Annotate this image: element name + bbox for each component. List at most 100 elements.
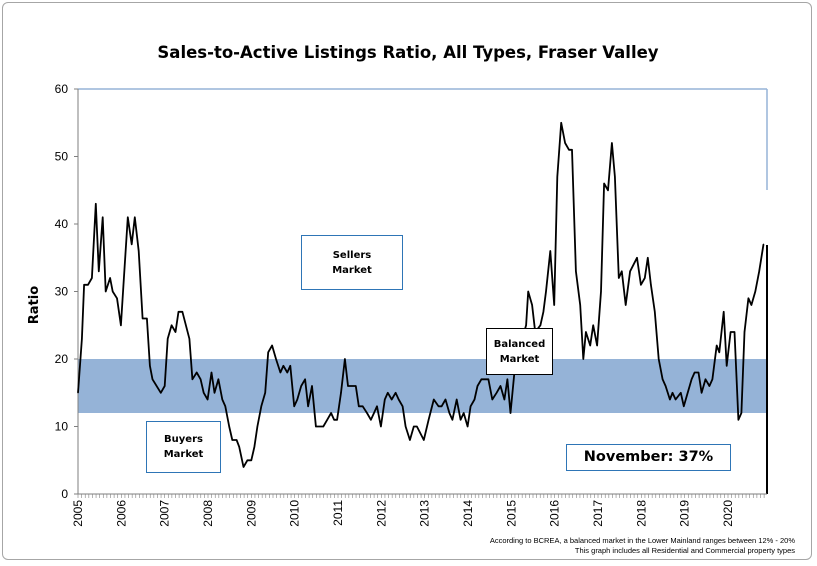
data-point <box>527 290 529 293</box>
x-tick-label: 2019 <box>678 500 692 527</box>
data-point <box>149 365 151 367</box>
data-point <box>253 446 255 448</box>
data-point <box>582 358 584 360</box>
data-point <box>112 290 114 293</box>
data-point <box>509 412 512 414</box>
data-point <box>549 250 551 252</box>
data-point <box>480 378 483 380</box>
data-point <box>491 398 493 401</box>
x-tick-label: 2007 <box>158 500 172 527</box>
data-point <box>592 324 594 326</box>
data-point <box>83 284 85 286</box>
data-point <box>160 392 162 394</box>
data-point <box>463 412 465 414</box>
data-point <box>304 378 306 380</box>
x-tick-label: 2011 <box>331 500 345 526</box>
footnote-bcrea: According to BCREA, a balanced market in… <box>489 536 795 545</box>
data-point <box>733 331 736 333</box>
data-point <box>307 405 309 407</box>
data-point <box>650 284 652 286</box>
data-point <box>358 405 360 407</box>
data-point <box>196 371 198 374</box>
data-point <box>704 378 707 380</box>
data-point <box>711 378 714 380</box>
data-point <box>687 392 689 394</box>
x-tick-label: 2013 <box>418 500 432 527</box>
balanced-band <box>78 359 767 413</box>
x-tick-label: 2012 <box>374 500 388 527</box>
data-point <box>293 405 295 407</box>
data-point <box>700 392 703 394</box>
data-point <box>560 122 562 124</box>
data-point <box>553 304 555 306</box>
data-point <box>487 378 489 380</box>
data-point <box>206 398 209 401</box>
data-point <box>607 189 609 191</box>
data-point <box>456 398 458 401</box>
data-point <box>636 257 638 259</box>
data-point <box>600 290 602 293</box>
data-point <box>238 446 240 448</box>
data-point <box>391 398 393 401</box>
data-point <box>95 203 97 205</box>
x-tick-label: 2020 <box>721 500 735 527</box>
data-point <box>451 419 453 421</box>
data-point <box>697 371 700 374</box>
data-point <box>545 290 547 293</box>
data-point <box>146 317 148 320</box>
data-point <box>737 419 740 421</box>
data-point <box>177 311 180 313</box>
current-value-callout: November: 37% <box>566 444 731 471</box>
data-point <box>440 405 443 407</box>
data-point <box>575 270 577 272</box>
y-axis-label: Ratio <box>27 286 42 324</box>
y-tick-label: 30 <box>55 285 69 299</box>
data-point <box>279 371 281 374</box>
data-point <box>271 344 273 347</box>
data-point <box>120 324 122 326</box>
data-point <box>171 324 173 326</box>
data-point <box>571 149 573 151</box>
data-point <box>264 392 266 394</box>
data-point <box>747 297 749 299</box>
data-point <box>296 398 298 401</box>
data-point <box>470 405 472 407</box>
data-point <box>127 216 129 218</box>
balanced-line2: Market <box>499 353 540 365</box>
data-point <box>694 371 696 374</box>
data-point <box>750 304 753 306</box>
x-tick-label: 2009 <box>244 500 258 527</box>
data-point <box>758 270 760 272</box>
data-point <box>123 277 125 279</box>
x-tick-label: 2017 <box>591 500 605 527</box>
data-point <box>539 324 541 326</box>
data-point <box>585 331 587 333</box>
data-point <box>200 378 202 380</box>
data-point <box>141 317 144 320</box>
data-point <box>267 351 269 353</box>
data-point <box>366 412 368 414</box>
data-point <box>355 385 357 387</box>
x-tick-label: 2005 <box>71 500 85 527</box>
data-point <box>473 398 476 401</box>
data-point <box>647 257 649 259</box>
buyers-market-label: Buyers Market <box>146 421 221 473</box>
data-point <box>568 149 570 151</box>
y-tick-label: 10 <box>55 420 69 434</box>
data-point <box>131 243 133 245</box>
data-point <box>151 378 154 380</box>
data-point <box>603 182 605 185</box>
balanced-line1: Balanced <box>493 338 546 350</box>
data-point <box>740 412 743 414</box>
buyers-line2: Market <box>163 449 204 460</box>
data-point <box>340 392 342 394</box>
x-tick-label: 2016 <box>548 500 562 527</box>
data-point <box>231 439 233 441</box>
data-point <box>217 378 219 380</box>
sellers-line2: Market <box>332 264 372 276</box>
data-point <box>370 419 372 421</box>
data-point <box>109 277 111 279</box>
data-point <box>376 405 378 407</box>
data-point <box>81 338 83 340</box>
